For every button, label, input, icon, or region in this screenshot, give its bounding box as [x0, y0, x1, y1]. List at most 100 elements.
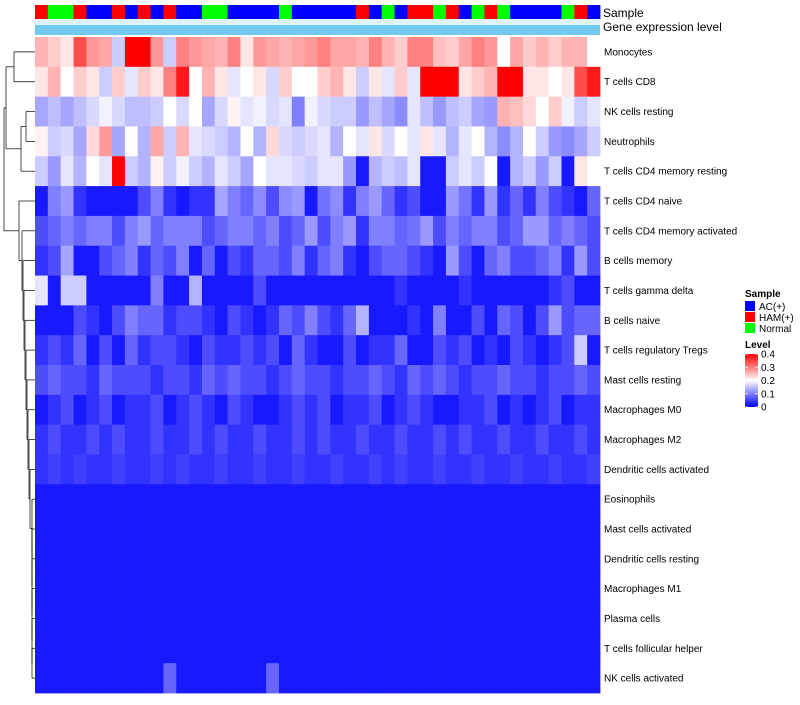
heatmap-cell [317, 156, 331, 187]
heatmap-cell [343, 454, 357, 485]
heatmap-cell [150, 66, 164, 98]
heatmap-cell [99, 394, 113, 426]
heatmap-cell [214, 215, 229, 247]
heatmap-cell [227, 37, 241, 68]
heatmap-cell [227, 484, 241, 515]
heatmap-cell [433, 156, 447, 187]
heatmap-cell [471, 275, 485, 306]
heatmap-cell [240, 245, 254, 276]
heatmap-cell [522, 394, 537, 426]
row-label: Monocytes [604, 47, 652, 58]
heatmap-cell [266, 66, 280, 98]
heatmap-cell [86, 603, 100, 634]
heatmap-cell [587, 126, 601, 157]
heatmap-cell [176, 573, 190, 604]
heatmap-cell [433, 543, 447, 575]
heatmap-cell [163, 573, 177, 604]
heatmap-cell [330, 633, 344, 664]
row-label: Dendritic cells resting [604, 554, 699, 565]
row-label: Neutrophils [604, 137, 655, 148]
heatmap-cell [535, 96, 550, 127]
heatmap-cell [535, 156, 550, 187]
heatmap-cell [60, 424, 74, 455]
heatmap-cell [497, 365, 511, 396]
heatmap-cell [35, 335, 49, 366]
row-label: B cells naive [604, 316, 661, 327]
heatmap-cell [137, 37, 151, 68]
heatmap-cell [189, 275, 203, 306]
heatmap-cell [381, 514, 395, 545]
heatmap-cell [471, 484, 485, 515]
heatmap-cell [548, 126, 562, 157]
heatmap-cell [317, 633, 331, 664]
heatmap-cell [291, 573, 306, 604]
heatmap-cell [73, 543, 87, 575]
heatmap-cell [99, 663, 113, 694]
heatmap-cell [240, 514, 254, 545]
heatmap-cell [433, 633, 447, 664]
heatmap-cell [201, 215, 216, 247]
heatmap-cell [150, 603, 164, 634]
heatmap-cell [176, 305, 190, 336]
heatmap-cell [420, 215, 434, 247]
heatmap-cell [201, 394, 216, 426]
sample-annotation-cell [420, 5, 434, 19]
heatmap-cell [522, 514, 537, 545]
heatmap-cell [253, 454, 267, 485]
heatmap-cell [561, 633, 575, 664]
heatmap-cell [163, 335, 177, 366]
heatmap-cell [124, 335, 139, 366]
heatmap-cell [510, 454, 524, 485]
heatmap-cell [253, 424, 267, 455]
heatmap-cell [484, 454, 498, 485]
heatmap-cell [47, 275, 62, 306]
heatmap-cell [561, 275, 575, 306]
heatmap-cell [35, 454, 49, 485]
heatmap-cell [343, 245, 357, 276]
heatmap-cell [176, 514, 190, 545]
heatmap-cell [317, 335, 331, 366]
heatmap-cell [189, 543, 203, 575]
sample-annotation-cell [227, 5, 241, 19]
heatmap-cell [368, 96, 383, 127]
heatmap-cell [381, 126, 395, 157]
heatmap-cell [561, 245, 575, 276]
heatmap-cell [112, 484, 126, 515]
expression-annotation-highlight [35, 19, 600, 25]
heatmap-cell [304, 335, 318, 366]
heatmap-cell [86, 215, 100, 247]
heatmap-cell [47, 186, 62, 217]
heatmap-cell [176, 603, 190, 634]
sample-annotation-cell [330, 5, 344, 19]
heatmap-cell [445, 573, 460, 604]
heatmap-cell [86, 126, 100, 157]
heatmap-cell [163, 275, 177, 306]
heatmap-cell [484, 603, 498, 634]
row-label: T cells follicular helper [604, 644, 703, 655]
heatmap-cell [510, 245, 524, 276]
heatmap-cell [73, 484, 87, 515]
heatmap-cell [189, 215, 203, 247]
heatmap-cell [535, 37, 550, 68]
legend: Sample AC(+)HAM(+)Normal Level 0.4 0.3 0.2… [745, 289, 794, 414]
heatmap-cell [510, 335, 524, 366]
heatmap-cell [356, 573, 370, 604]
heatmap-cell [458, 186, 472, 217]
heatmap-cell [433, 663, 447, 694]
row-dendrogram [3, 51, 35, 679]
heatmap-cell [574, 633, 588, 664]
sample-annotation-cell [176, 5, 190, 19]
heatmap-cell [189, 156, 203, 187]
heatmap-cell [35, 543, 49, 575]
heatmap-cell [484, 215, 498, 247]
heatmap-cell [137, 663, 151, 694]
heatmap-cell [86, 335, 100, 366]
heatmap-cell [535, 245, 550, 276]
heatmap-cell [86, 394, 100, 426]
heatmap-cell [150, 394, 164, 426]
heatmap-cell [381, 275, 395, 306]
heatmap-cell [407, 454, 421, 485]
heatmap-cell [163, 37, 177, 68]
heatmap-cell [214, 186, 229, 217]
heatmap-cell [60, 275, 74, 306]
